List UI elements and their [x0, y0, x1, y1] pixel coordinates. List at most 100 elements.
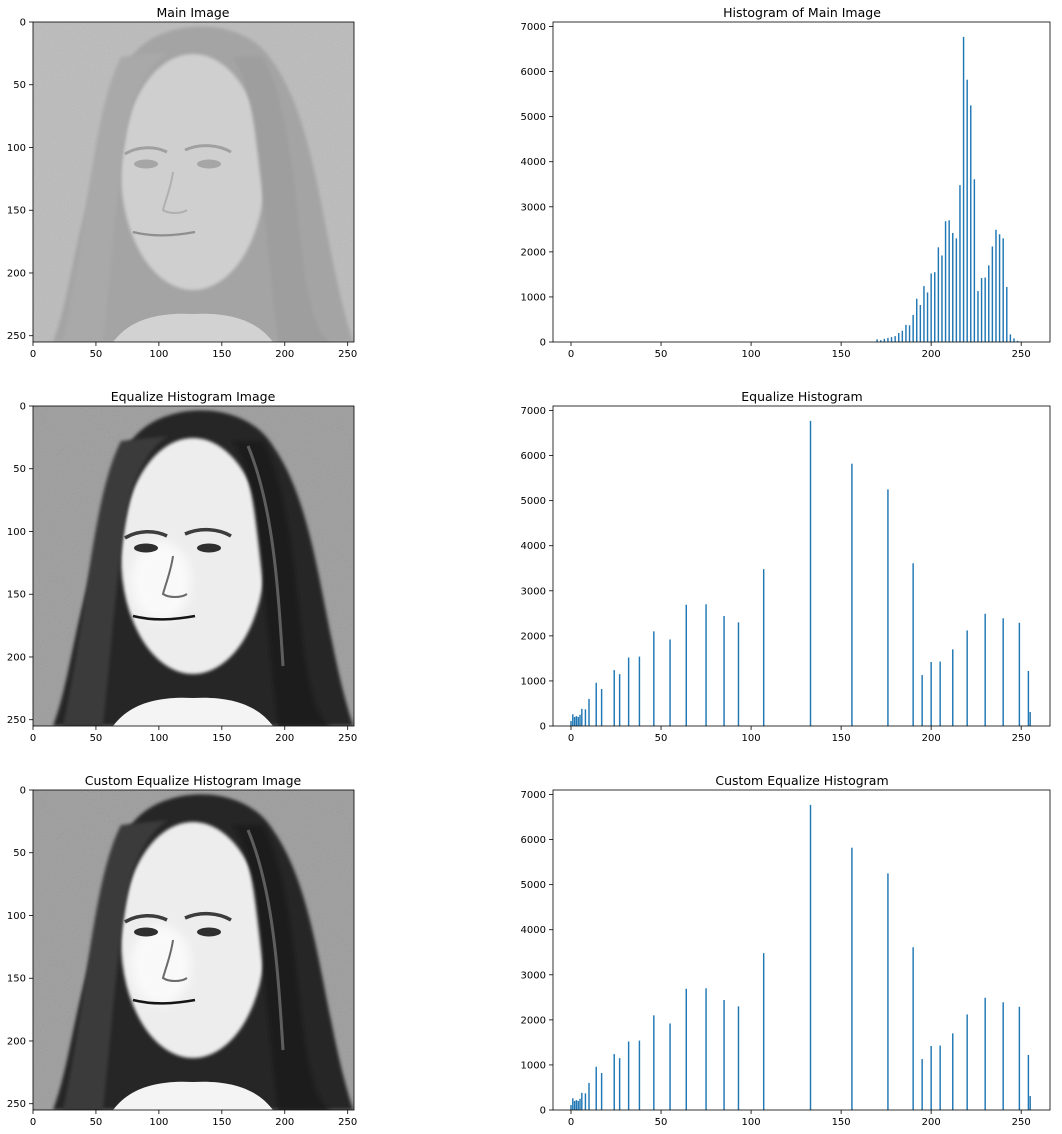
y-tick-label: 50 [13, 848, 26, 859]
y-tick-label: 6000 [521, 67, 546, 78]
histogram-bar [572, 1098, 574, 1110]
histogram-bar [1009, 334, 1012, 342]
histogram-bar [584, 1093, 587, 1110]
x-tick-label: 150 [832, 1117, 851, 1128]
y-ticks: 0 50 100 150 200 250 [7, 18, 33, 342]
x-tick-label: 150 [212, 1117, 231, 1128]
histogram-bar [1018, 622, 1021, 726]
chart-title: Equalize Histogram [741, 389, 862, 404]
face-image-high-contrast [33, 790, 354, 1110]
axes-frame [32, 405, 355, 727]
x-tick-label: 50 [90, 1117, 103, 1128]
chart-title: Custom Equalize Histogram [715, 773, 888, 788]
y-tick-label: 0 [540, 338, 546, 349]
histogram-bar [762, 569, 765, 726]
x-tick-label: 50 [655, 349, 668, 360]
chart-title: Main Image [157, 5, 230, 20]
histogram-bar [570, 721, 572, 726]
x-tick-label: 250 [1012, 349, 1031, 360]
histogram-bar [952, 1033, 954, 1110]
y-tick-label: 250 [7, 1099, 26, 1110]
x-tick-label: 50 [655, 733, 668, 744]
histogram-bar [595, 682, 597, 726]
histogram-bar [980, 278, 983, 342]
histogram-bar [959, 185, 961, 342]
x-tick-label: 200 [275, 733, 294, 744]
histogram-bar [573, 1100, 576, 1110]
x-tick-label: 50 [655, 1117, 668, 1128]
histogram-bar [653, 1015, 655, 1110]
histogram-bar [887, 489, 889, 726]
histogram-bar [939, 1045, 941, 1110]
y-tick-label: 200 [7, 268, 26, 279]
histogram-bar [908, 325, 911, 342]
histogram-bar [984, 613, 986, 726]
y-tick-label: 4000 [521, 541, 546, 552]
chart-title: Equalize Histogram Image [111, 389, 276, 404]
histogram-bar [966, 630, 968, 726]
histogram-bar [941, 255, 943, 342]
y-ticks: 0 1000 2000 3000 4000 5000 6000 7000 [521, 406, 553, 733]
histogram-bar [952, 649, 954, 726]
x-tick-label: 100 [742, 733, 761, 744]
histogram-bar [705, 988, 707, 1110]
histogram-bar [926, 292, 929, 342]
bars [570, 420, 1031, 726]
histogram-bar [912, 563, 914, 726]
y-tick-label: 200 [7, 652, 26, 663]
x-ticks: 0 50 100 150 200 250 [568, 342, 1031, 360]
histogram-bar [577, 716, 579, 726]
x-tick-label: 50 [90, 349, 103, 360]
histogram-bar [966, 79, 968, 343]
histogram-bar [613, 670, 615, 726]
histogram-bar [944, 221, 947, 342]
axes-frame [32, 21, 355, 343]
histogram-bar [952, 232, 954, 342]
image-area [33, 406, 354, 726]
y-tick-label: 0 [540, 1106, 546, 1117]
histogram-bar [921, 675, 923, 726]
x-tick-label: 100 [149, 349, 168, 360]
histogram-bar [577, 1100, 579, 1110]
y-tick-label: 5000 [521, 112, 546, 123]
image-area [33, 22, 354, 342]
panel-histogram-main: Histogram of Main Image 0 50 100 150 200 250 … [521, 5, 1051, 360]
histogram-bar [880, 340, 882, 342]
y-tick-label: 7000 [521, 22, 546, 33]
x-tick-label: 150 [832, 349, 851, 360]
histogram-bar [1016, 340, 1019, 342]
y-tick-label: 6000 [521, 835, 546, 846]
histogram-bar [570, 1105, 572, 1110]
histogram-bar [998, 234, 1001, 342]
histogram-bar [638, 656, 641, 726]
histogram-bar [919, 305, 922, 342]
y-tick-label: 150 [7, 206, 26, 217]
x-tick-label: 250 [338, 349, 357, 360]
histogram-bar [995, 229, 997, 342]
y-tick-label: 4000 [521, 925, 546, 936]
histogram-bar [894, 336, 896, 342]
histogram-bar [916, 298, 918, 342]
y-tick-label: 7000 [521, 406, 546, 417]
histogram-bar [890, 337, 893, 342]
x-tick-label: 150 [212, 733, 231, 744]
x-tick-label: 0 [568, 1117, 574, 1128]
x-tick-label: 100 [149, 733, 168, 744]
histogram-bar [1002, 1002, 1004, 1110]
histogram-bar [669, 1023, 671, 1110]
histogram-bar [600, 689, 603, 726]
x-ticks: 0 50 100 150 200 250 [568, 1110, 1031, 1128]
histogram-bar [1027, 671, 1030, 726]
histogram-bar [575, 716, 578, 726]
histogram-bar [948, 220, 950, 342]
chart-title: Custom Equalize Histogram Image [85, 773, 302, 788]
histogram-bar [1006, 287, 1008, 342]
histogram-bar [955, 238, 958, 342]
x-tick-label: 150 [832, 733, 851, 744]
histogram-bar [618, 1058, 621, 1110]
histogram-bar [579, 1098, 581, 1110]
y-tick-label: 0 [20, 786, 26, 797]
histogram-bar [934, 272, 936, 342]
y-ticks: 0 50 100 150 200 250 [7, 786, 33, 1110]
